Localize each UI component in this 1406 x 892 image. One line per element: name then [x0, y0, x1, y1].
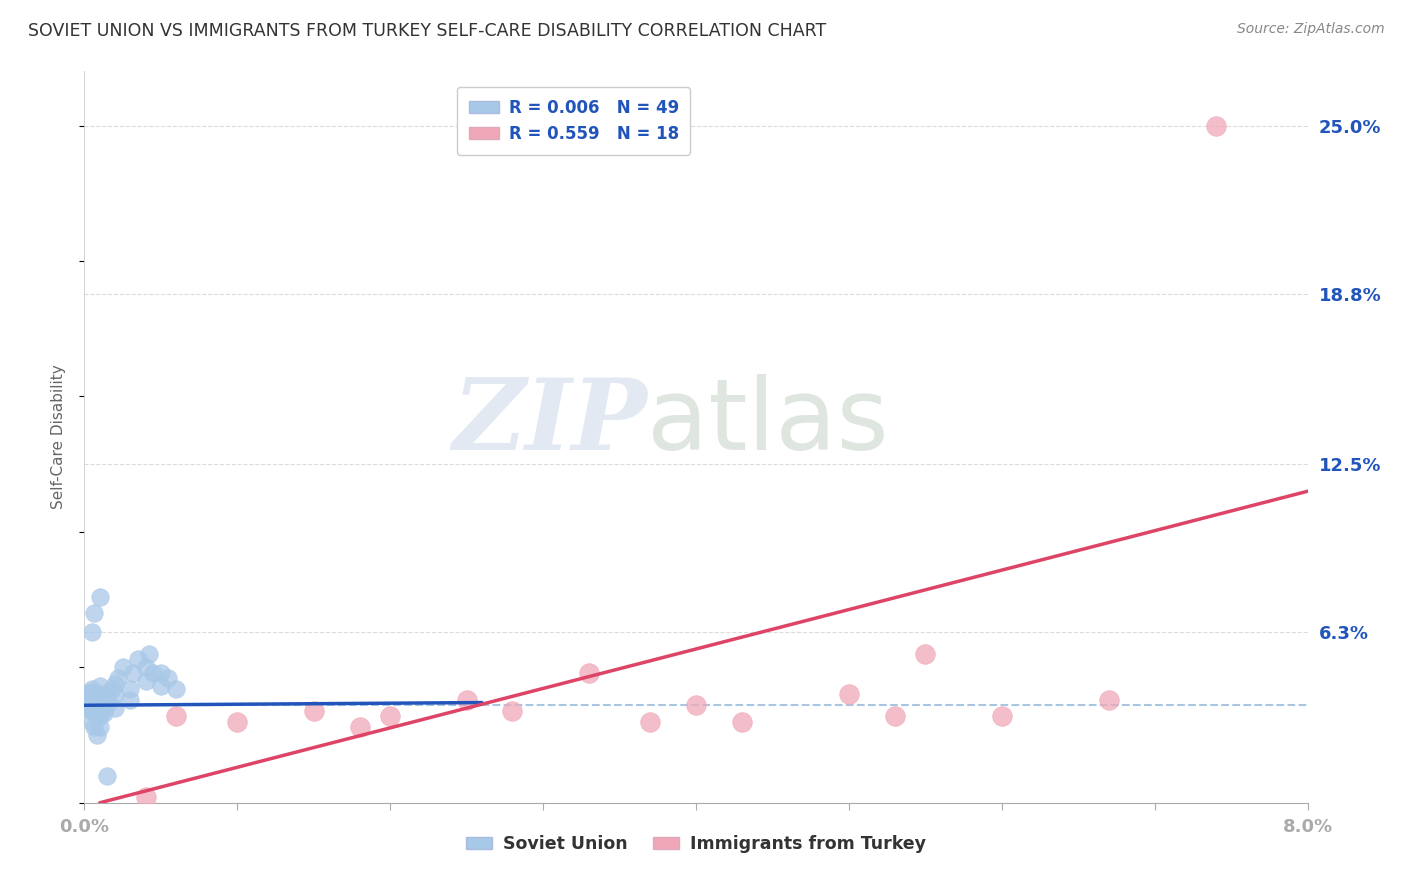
Point — [94, 696, 117, 710]
Point — [101, 681, 124, 696]
Point — [77, 688, 100, 702]
Point — [83, 720, 105, 734]
Point — [165, 681, 187, 696]
Point — [91, 698, 114, 713]
Point — [349, 720, 371, 734]
Point — [135, 673, 157, 688]
Point — [79, 693, 101, 707]
Point — [157, 671, 180, 685]
Point — [93, 706, 115, 721]
Point — [135, 660, 157, 674]
Point — [76, 701, 98, 715]
Point — [79, 684, 101, 698]
Point — [578, 665, 600, 680]
Point — [731, 714, 754, 729]
Point — [80, 681, 103, 696]
Point — [111, 660, 134, 674]
Text: atlas: atlas — [647, 374, 889, 471]
Point — [86, 728, 108, 742]
Point — [165, 709, 187, 723]
Point — [838, 688, 860, 702]
Point — [89, 693, 111, 707]
Point — [138, 647, 160, 661]
Point — [89, 709, 111, 723]
Text: SOVIET UNION VS IMMIGRANTS FROM TURKEY SELF-CARE DISABILITY CORRELATION CHART: SOVIET UNION VS IMMIGRANTS FROM TURKEY S… — [28, 22, 827, 40]
Point — [1098, 693, 1121, 707]
Point — [122, 665, 145, 680]
Point — [96, 769, 118, 783]
Point — [83, 606, 105, 620]
Point — [84, 688, 107, 702]
Point — [456, 693, 478, 707]
Point — [79, 698, 101, 713]
Point — [120, 681, 142, 696]
Point — [104, 688, 127, 702]
Point — [97, 688, 120, 702]
Point — [149, 665, 172, 680]
Point — [87, 709, 110, 723]
Text: ZIP: ZIP — [453, 375, 647, 471]
Point — [87, 693, 110, 707]
Point — [84, 706, 107, 721]
Point — [83, 696, 105, 710]
Point — [89, 590, 111, 604]
Point — [142, 665, 165, 680]
Point — [107, 671, 129, 685]
Point — [502, 704, 524, 718]
Point — [127, 652, 149, 666]
Point — [380, 709, 402, 723]
Point — [226, 714, 249, 729]
Point — [80, 714, 103, 729]
Point — [135, 790, 157, 805]
Point — [914, 647, 936, 661]
Text: Source: ZipAtlas.com: Source: ZipAtlas.com — [1237, 22, 1385, 37]
Point — [104, 676, 127, 690]
Point — [80, 625, 103, 640]
Point — [89, 679, 111, 693]
Point — [96, 698, 118, 713]
Point — [91, 688, 114, 702]
Point — [77, 693, 100, 707]
Point — [80, 704, 103, 718]
Point — [120, 693, 142, 707]
Point — [1205, 119, 1227, 133]
Point — [685, 698, 707, 713]
Point — [991, 709, 1014, 723]
Point — [89, 720, 111, 734]
Point — [638, 714, 661, 729]
Point — [302, 704, 325, 718]
Point — [149, 679, 172, 693]
Point — [86, 701, 108, 715]
Y-axis label: Self-Care Disability: Self-Care Disability — [51, 365, 66, 509]
Point — [883, 709, 905, 723]
Legend: Soviet Union, Immigrants from Turkey: Soviet Union, Immigrants from Turkey — [460, 828, 932, 860]
Point — [104, 701, 127, 715]
